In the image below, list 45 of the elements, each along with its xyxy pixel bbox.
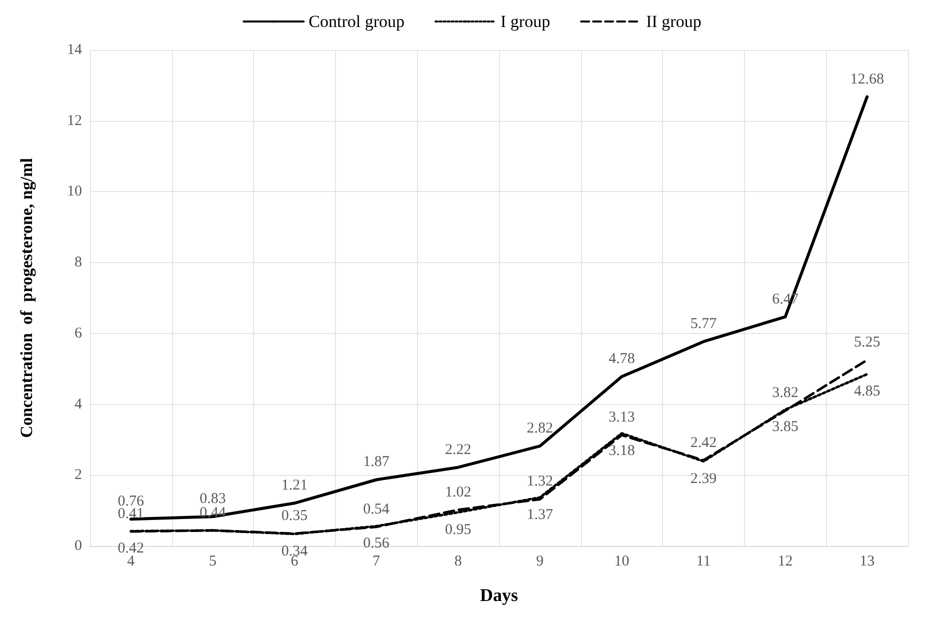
data-label: 0.56 <box>363 536 390 552</box>
y-tick-label: 10 <box>67 184 82 200</box>
data-label: 2.22 <box>444 442 472 458</box>
x-tick-label: 13 <box>860 554 875 570</box>
data-label: 3.82 <box>772 385 798 402</box>
x-axis-title: Days <box>480 585 518 605</box>
data-label: 1.02 <box>444 484 472 500</box>
legend-label: II group <box>646 12 702 31</box>
data-label: 5.77 <box>690 316 718 332</box>
y-tick-label: 12 <box>67 112 82 129</box>
y-tick-label: 6 <box>74 325 82 342</box>
data-label: 1.87 <box>363 454 390 470</box>
x-tick-label: 9 <box>536 554 544 570</box>
y-tick-label: 4 <box>74 396 82 412</box>
y-tick-label: 14 <box>67 42 82 58</box>
y-axis-title: Concentration of progesterone, ng/ml <box>17 158 36 438</box>
legend-label: Control group <box>308 12 405 31</box>
data-label: 2.82 <box>526 420 554 437</box>
data-label: 4.85 <box>854 384 880 400</box>
x-tick-label: 12 <box>778 554 793 570</box>
y-tick-label: 0 <box>74 538 82 554</box>
x-tick-label: 10 <box>614 554 630 570</box>
data-label: 12.68 <box>850 71 884 88</box>
x-tick-label: 5 <box>208 554 216 570</box>
data-label: 1.37 <box>526 506 554 523</box>
x-tick-label: 8 <box>454 554 462 570</box>
data-label: 0.95 <box>444 522 472 538</box>
data-label: 3.13 <box>608 410 635 426</box>
y-tick-label: 2 <box>74 467 82 484</box>
y-tick-label: 8 <box>74 254 82 271</box>
data-label: 2.42 <box>690 434 717 451</box>
data-label: 2.39 <box>690 470 717 487</box>
x-tick-label: 7 <box>372 554 381 570</box>
data-label: 0.35 <box>281 508 308 524</box>
x-tick-label: 11 <box>696 554 711 570</box>
data-label: 3.85 <box>772 419 798 436</box>
data-label: 0.83 <box>200 491 226 508</box>
data-label: 5.25 <box>854 334 880 350</box>
legend-label: I group <box>500 12 550 31</box>
data-label: 3.18 <box>608 442 635 459</box>
data-label: 0.41 <box>118 506 144 522</box>
data-label: 4.78 <box>608 351 635 368</box>
data-label: 0.54 <box>363 501 390 518</box>
data-label: 1.32 <box>526 474 554 490</box>
data-label: 1.21 <box>281 478 308 494</box>
